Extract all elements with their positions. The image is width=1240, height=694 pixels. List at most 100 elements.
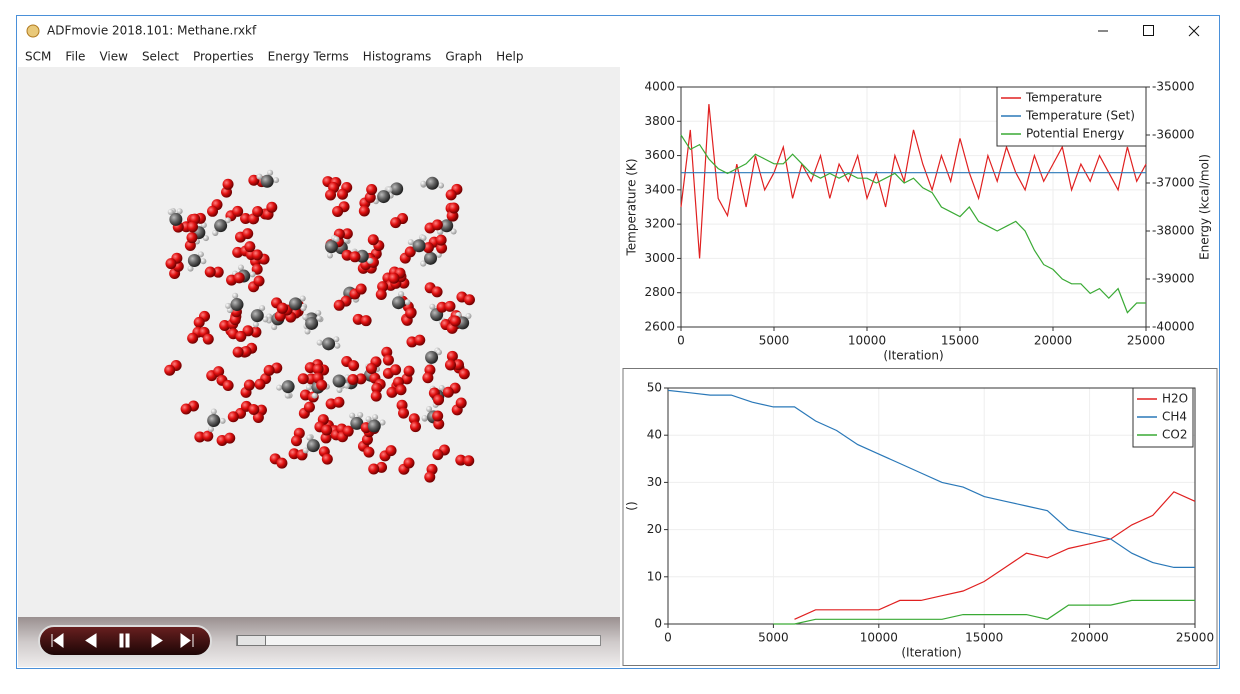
carbon-atom (425, 350, 439, 364)
hydrogen-atom (305, 384, 312, 391)
carbon-atom (214, 219, 228, 233)
last-frame-button[interactable] (180, 633, 194, 648)
menu-item[interactable]: Properties (193, 50, 254, 64)
oxygen-atom (193, 316, 205, 328)
oxygen-atom (303, 401, 315, 413)
carbon-atom (250, 309, 264, 323)
hydrogen-atom (210, 408, 217, 415)
oxygen-atom (202, 430, 214, 442)
oxygen-atom (252, 205, 264, 217)
oxygen-atom (207, 205, 219, 217)
next-button[interactable] (151, 633, 163, 648)
x-tick-label: 15000 (941, 334, 979, 348)
hydrogen-atom (365, 416, 372, 423)
y-axis-label: Temperature (K) (625, 158, 639, 256)
legend-label: CH4 (1162, 410, 1187, 424)
x-tick-label: 25000 (1127, 334, 1165, 348)
hydrogen-atom (421, 414, 428, 421)
menu-item[interactable]: Graph (445, 50, 482, 64)
hydrogen-atom (252, 321, 259, 328)
oxygen-atom (367, 234, 379, 246)
hydrogen-atom (438, 385, 445, 392)
oxygen-atom (227, 411, 239, 423)
hydrogen-atom (465, 313, 472, 320)
carbon-atom (440, 219, 454, 233)
menu-item[interactable]: View (99, 50, 128, 64)
carbon-atom (322, 337, 336, 351)
oxygen-atom (337, 188, 349, 200)
oxygen-atom (277, 302, 289, 314)
x-tick-label: 25000 (1176, 631, 1214, 645)
oxygen-atom (422, 372, 434, 384)
oxygen-atom (165, 258, 177, 270)
hydrogen-atom (225, 302, 232, 309)
maximize-button[interactable] (1143, 25, 1154, 36)
hydrogen-atom (306, 434, 313, 441)
y2-axis-label: Energy (kcal/mol) (1198, 154, 1212, 260)
menu-item[interactable]: File (65, 50, 85, 64)
menu-item[interactable]: Help (496, 50, 523, 64)
oxygen-atom (202, 333, 214, 345)
oxygen-atom (180, 403, 192, 415)
hydrogen-atom (343, 382, 350, 389)
hydrogen-atom (273, 177, 280, 184)
oxygen-atom (390, 217, 402, 229)
legend-box (996, 86, 1147, 147)
carbon-atom (207, 414, 221, 428)
oxygen-atom (405, 307, 417, 319)
y-axis-label: () (625, 501, 639, 510)
plot-frame (667, 387, 1196, 625)
carbon-atom (377, 190, 391, 204)
chart: 0 5000 10000 15000 20000 25000 2600 2800 3000 320… (625, 80, 1212, 363)
oxygen-atom (355, 373, 367, 385)
pause-button[interactable] (119, 633, 130, 648)
slider-handle[interactable] (237, 635, 266, 646)
oxygen-atom (436, 242, 448, 254)
oxygen-atom (312, 363, 324, 375)
hydrogen-atom (333, 236, 340, 243)
oxygen-atom (222, 178, 234, 190)
x-axis-label: (Iteration) (901, 646, 961, 660)
hydrogen-atom (386, 186, 393, 193)
carbon-atom (350, 416, 364, 430)
oxygen-atom (213, 366, 225, 378)
y-tick-label: 30 (647, 475, 662, 489)
y2-tick-label: -39000 (1152, 272, 1195, 286)
y2-tick-label: -35000 (1152, 80, 1195, 94)
hydrogen-atom (326, 252, 333, 259)
oxygen-atom (404, 246, 416, 258)
oxygen-atom (455, 454, 467, 466)
hydrogen-atom (202, 235, 209, 242)
y-tick-label: 0 (654, 617, 662, 631)
oxygen-atom (232, 205, 244, 217)
x-tick-label: 20000 (1034, 334, 1072, 348)
hydrogen-atom (438, 182, 445, 189)
oxygen-atom (252, 411, 264, 423)
menu-item[interactable]: Select (142, 50, 179, 64)
hydrogen-atom (237, 264, 244, 271)
menu-item[interactable]: Histograms (363, 50, 432, 64)
menu-item[interactable]: Energy Terms (268, 50, 349, 64)
oxygen-atom (445, 189, 457, 201)
oxygen-atom (164, 364, 176, 376)
oxygen-atom (435, 234, 447, 246)
oxygen-atom (368, 463, 380, 475)
oxygen-atom (263, 364, 275, 376)
oxygen-atom (242, 228, 254, 240)
y-tick-label: 2800 (644, 285, 675, 299)
oxygen-atom (366, 184, 378, 196)
hydrogen-atom (207, 426, 214, 433)
hydrogen-atom (420, 260, 427, 267)
first-frame-button[interactable] (51, 633, 64, 648)
oxygen-atom (390, 364, 402, 376)
frame-slider[interactable] (236, 635, 601, 646)
menu-item[interactable]: SCM (25, 50, 51, 64)
previous-button[interactable] (85, 633, 97, 648)
oxygen-atom (385, 445, 397, 457)
hydrogen-atom (349, 412, 356, 419)
player-controls (38, 625, 212, 657)
close-button[interactable] (1188, 25, 1200, 37)
oxygen-atom (254, 378, 266, 390)
hydrogen-atom (256, 173, 263, 180)
oxygen-atom (452, 359, 464, 371)
